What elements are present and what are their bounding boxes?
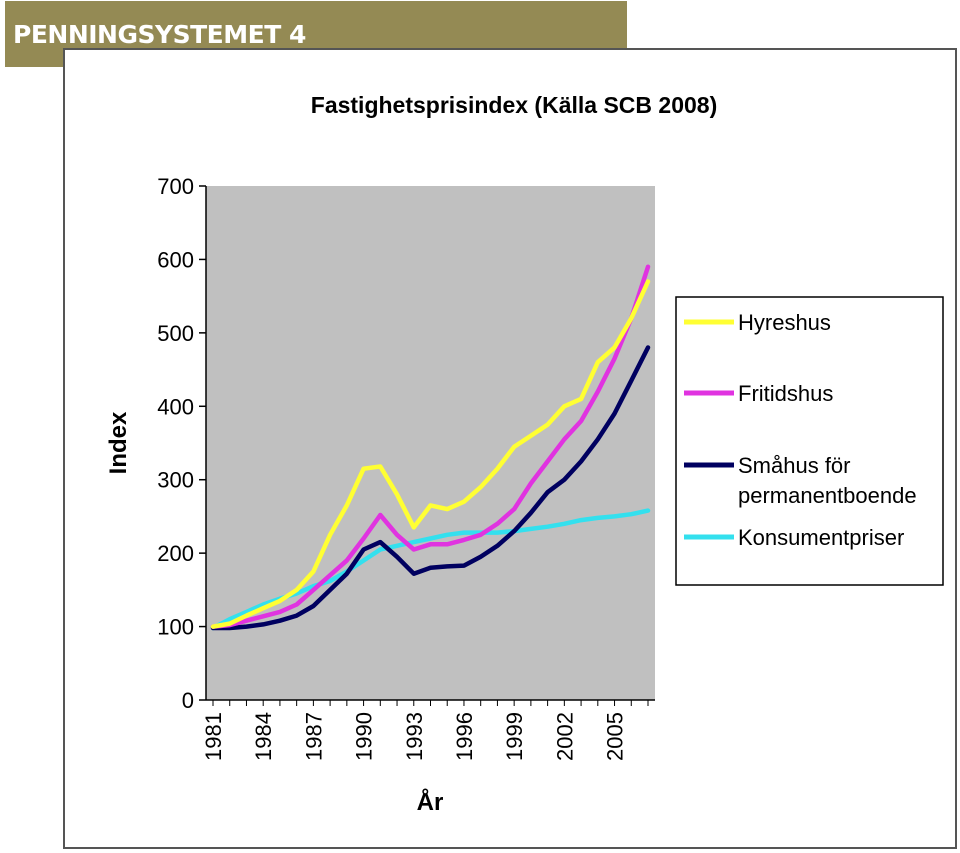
y-tick-label: 600 [157, 247, 194, 272]
x-tick-label: 1990 [352, 712, 377, 761]
plot-area [206, 186, 655, 700]
series-line-2 [210, 264, 651, 629]
series-line-1 [210, 279, 651, 629]
x-tick-label: 2002 [552, 712, 577, 761]
chart-title: Fastighetsprisindex (Källa SCB 2008) [311, 92, 717, 118]
legend-label: Fritidshus [738, 381, 833, 406]
x-tick-label: 1993 [402, 712, 427, 761]
x-tick-label: 1984 [251, 712, 276, 761]
y-tick-label: 100 [157, 615, 194, 640]
series-lines [210, 264, 651, 631]
y-tick-label: 700 [157, 174, 194, 199]
legend: Hyreshus Fritidshus Småhus för permanentboe… [684, 310, 917, 550]
y-axis: 0 100 200 300 400 500 600 700 [157, 174, 207, 713]
y-tick-label: 300 [157, 468, 194, 493]
x-tick-label: 1981 [201, 712, 226, 761]
y-tick-label: 500 [157, 321, 194, 346]
legend-label: Småhus för permanentboende [738, 453, 917, 508]
x-tick-label: 1996 [452, 712, 477, 761]
x-axis: 1981 1984 1987 1990 1993 1996 1999 2002 2005 [201, 699, 655, 761]
x-tick-label: 2005 [603, 712, 628, 761]
y-tick-label: 0 [182, 688, 194, 713]
y-axis-title: Index [105, 411, 132, 474]
y-tick-label: 200 [157, 541, 194, 566]
legend-label: Hyreshus [738, 310, 831, 335]
banner-title: PENNINGSYSTEMET 4 [13, 20, 306, 49]
series-line-3 [210, 345, 651, 631]
y-tick-label: 400 [157, 394, 194, 419]
x-tick-label: 1987 [301, 712, 326, 761]
x-axis-title: År [417, 788, 444, 816]
x-tick-label: 1999 [502, 712, 527, 761]
legend-label: Konsumentpriser [738, 525, 904, 550]
